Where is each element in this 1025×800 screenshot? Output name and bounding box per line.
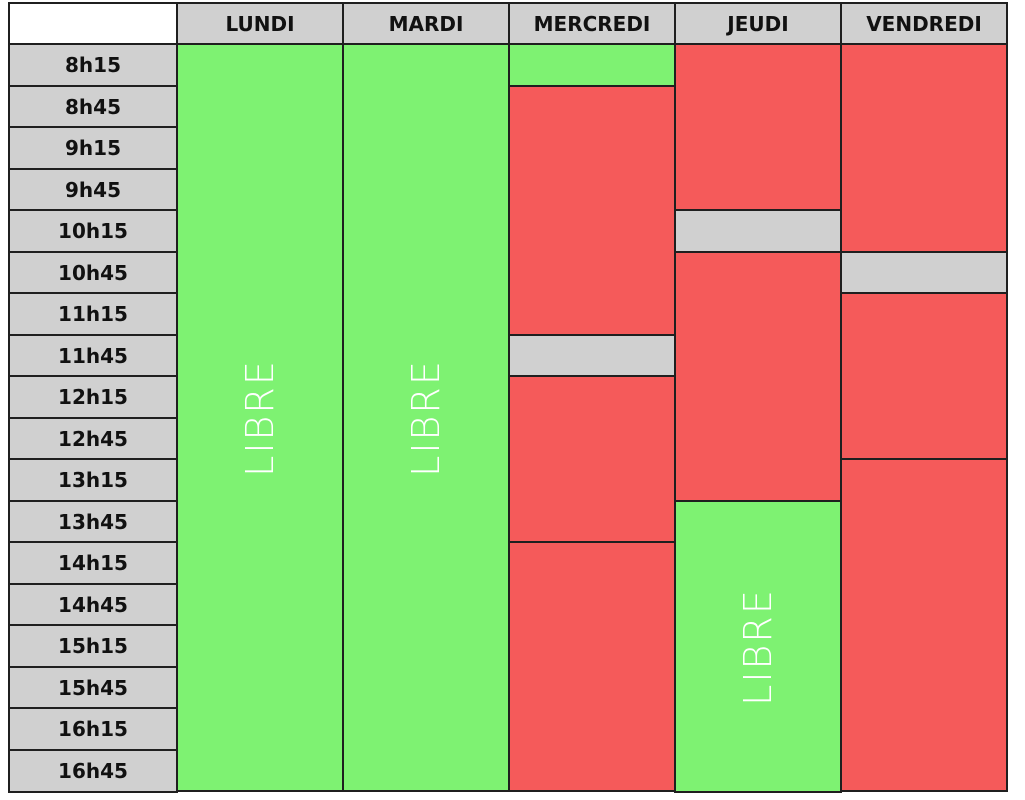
day-header-mercredi: MERCREDI (508, 2, 676, 45)
time-label-14h15: 14h15 (8, 541, 178, 585)
slot-block-free: LIBRE (342, 43, 510, 792)
slot-label: LIBRE (238, 358, 282, 477)
corner-cell (8, 2, 178, 45)
time-label-13h45: 13h45 (8, 500, 178, 544)
time-label-12h15: 12h15 (8, 375, 178, 419)
time-label-10h45: 10h45 (8, 251, 178, 295)
time-label-16h15: 16h15 (8, 707, 178, 751)
slot-block-busy (840, 43, 1008, 253)
time-label-15h45: 15h45 (8, 666, 178, 710)
slot-block-busy (508, 375, 676, 543)
time-label-15h15: 15h15 (8, 624, 178, 668)
slot-label: LIBRE (404, 358, 448, 477)
day-header-jeudi: JEUDI (674, 2, 842, 45)
day-header-lundi: LUNDI (176, 2, 344, 45)
slot-block-busy (674, 43, 842, 211)
slot-block-busy (840, 458, 1008, 792)
time-label-9h15: 9h15 (8, 126, 178, 170)
time-label-12h45: 12h45 (8, 417, 178, 461)
slot-block-free: LIBRE (674, 500, 842, 793)
time-label-10h15: 10h15 (8, 209, 178, 253)
time-label-11h45: 11h45 (8, 334, 178, 378)
slot-block-break (840, 251, 1008, 295)
slot-block-free: LIBRE (176, 43, 344, 792)
time-label-9h45: 9h45 (8, 168, 178, 212)
slot-block-busy (508, 85, 676, 336)
time-label-8h45: 8h45 (8, 85, 178, 129)
slot-block-busy (674, 251, 842, 502)
slot-label: LIBRE (736, 587, 780, 706)
time-label-11h15: 11h15 (8, 292, 178, 336)
day-header-mardi: MARDI (342, 2, 510, 45)
slot-block-free (508, 43, 676, 87)
time-label-14h45: 14h45 (8, 583, 178, 627)
slot-block-break (508, 334, 676, 378)
time-label-8h15: 8h15 (8, 43, 178, 87)
time-label-16h45: 16h45 (8, 749, 178, 793)
day-header-vendredi: VENDREDI (840, 2, 1008, 45)
slot-block-break (674, 209, 842, 253)
slot-block-busy (508, 541, 676, 792)
time-label-13h15: 13h15 (8, 458, 178, 502)
slot-block-busy (840, 292, 1008, 460)
